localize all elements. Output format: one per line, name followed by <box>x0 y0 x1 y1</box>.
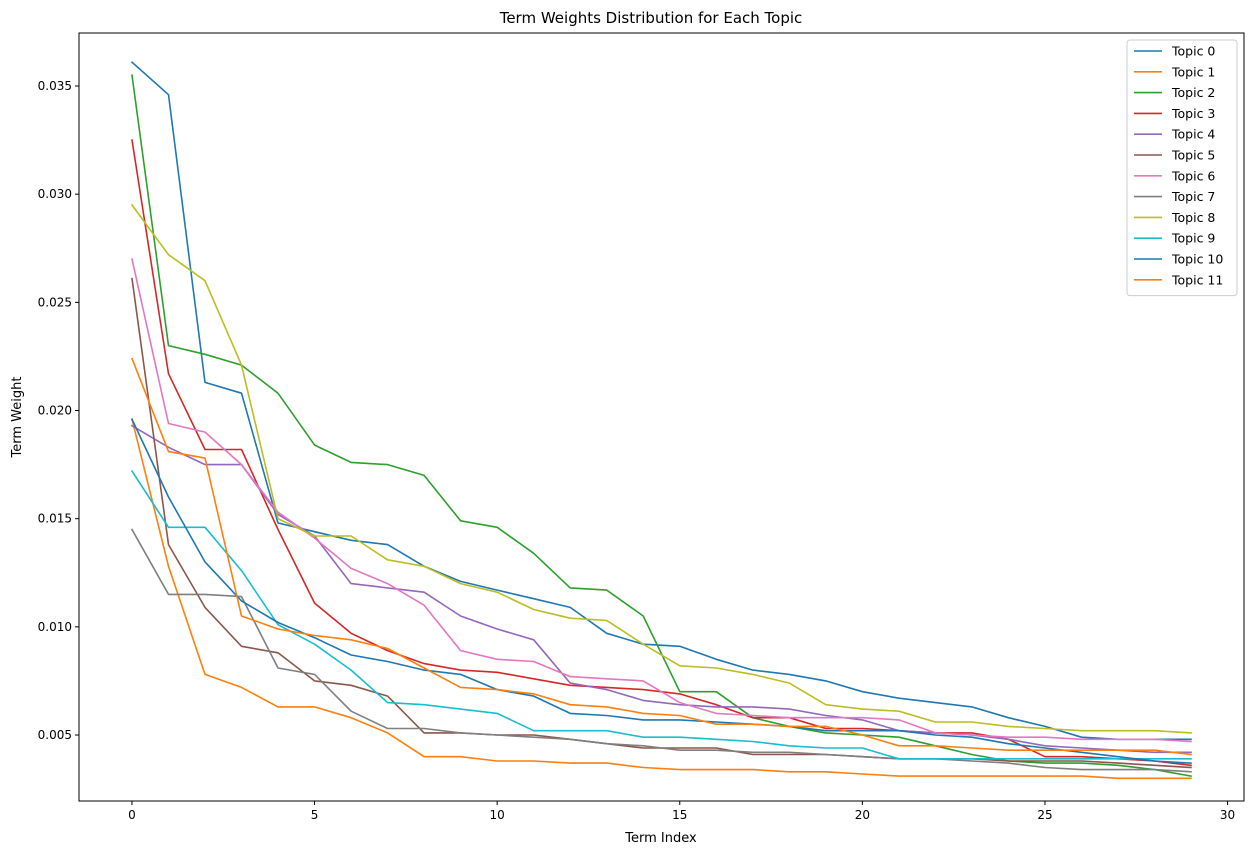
x-tick-label: 20 <box>855 808 870 822</box>
series-line-topic-9 <box>130 469 1192 760</box>
legend-label-topic-6: Topic 6 <box>1171 168 1215 183</box>
chart-title: Term Weights Distribution for Each Topic <box>499 9 803 27</box>
y-axis-label: Term Weight <box>10 377 25 459</box>
y-tick-label: 0.025 <box>38 295 72 309</box>
x-tick-label: 15 <box>672 808 687 822</box>
y-tick-label: 0.010 <box>38 620 72 634</box>
x-tick-label: 10 <box>490 808 505 822</box>
series-line-topic-1 <box>131 418 1192 780</box>
legend-label-topic-8: Topic 8 <box>1171 210 1215 225</box>
x-tick-label: 30 <box>1220 808 1235 822</box>
plot-frame <box>78 32 1245 802</box>
series-line-topic-11 <box>130 357 1192 756</box>
series-line-topic-0 <box>130 61 1192 741</box>
x-tick-label: 0 <box>128 808 136 822</box>
y-tick-label: 0.035 <box>38 79 72 93</box>
x-tick-label: 5 <box>311 808 319 822</box>
legend-label-topic-9: Topic 9 <box>1171 231 1215 246</box>
legend-label-topic-1: Topic 1 <box>1171 64 1215 79</box>
y-tick-label: 0.030 <box>38 187 72 201</box>
y-tick-label: 0.020 <box>38 404 72 418</box>
legend-label-topic-0: Topic 0 <box>1171 44 1215 59</box>
legend-label-topic-2: Topic 2 <box>1171 85 1215 100</box>
x-tick-label: 25 <box>1037 808 1052 822</box>
y-tick-label: 0.015 <box>38 512 72 526</box>
y-axis: 0.005 0.010 0.015 0.020 0.025 0.030 0.035 <box>38 79 79 742</box>
legend-box <box>1126 39 1238 297</box>
x-axis: 0 5 10 15 20 25 30 <box>128 801 1235 822</box>
legend: Topic 0 Topic 1 Topic 2 Topic 3 Topic 4 Topic… <box>1126 39 1238 297</box>
legend-label-topic-10: Topic 10 <box>1171 252 1223 267</box>
legend-label-topic-11: Topic 11 <box>1171 272 1223 287</box>
legend-label-topic-5: Topic 5 <box>1171 148 1215 163</box>
legend-label-topic-7: Topic 7 <box>1171 189 1215 204</box>
series-line-topic-8 <box>130 203 1192 734</box>
series-layer <box>130 61 1192 780</box>
legend-label-topic-4: Topic 4 <box>1171 127 1215 142</box>
series-line-topic-7 <box>130 528 1192 773</box>
x-axis-label: Term Index <box>624 831 697 846</box>
legend-label-topic-3: Topic 3 <box>1171 106 1215 121</box>
y-tick-label: 0.005 <box>38 728 72 742</box>
